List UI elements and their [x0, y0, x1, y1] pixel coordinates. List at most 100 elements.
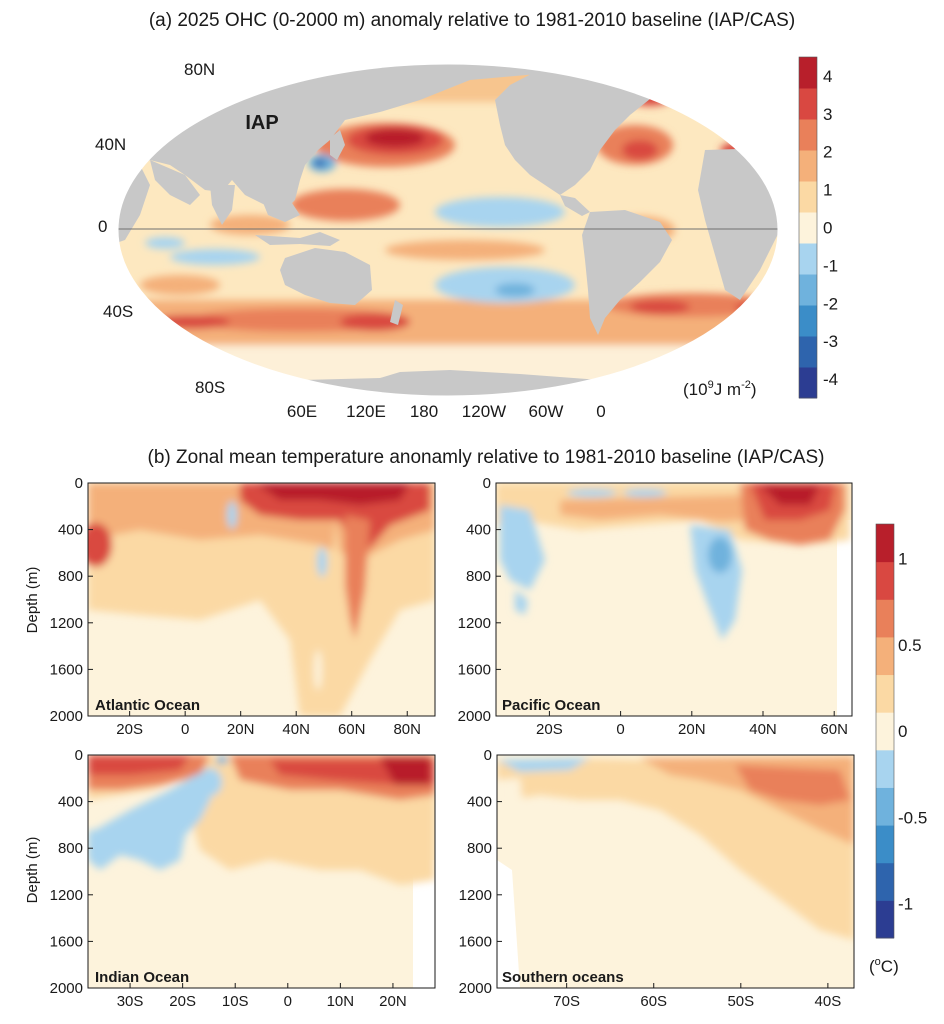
indian-frame: [87, 754, 436, 989]
y-tick-label: 1200: [458, 615, 491, 632]
y-tick-label: 1200: [459, 887, 492, 904]
colorbar-swatch: [876, 749, 894, 788]
x-tick-label: 20N: [227, 721, 255, 738]
southern-title: Southern oceans: [502, 969, 624, 986]
colorbar-swatch: [799, 367, 817, 399]
section-axes: 20S 0 20N 40N 60N 80N 0 400 800 1200 1600 2000 20S 0 2…: [50, 475, 848, 1010]
y-tick-label: 800: [467, 840, 492, 857]
indian-section: Indian Ocean: [87, 754, 436, 989]
x-tick-label: 60S: [640, 993, 667, 1010]
colorbar-swatch: [799, 243, 817, 275]
x-tick-label: 20S: [536, 721, 563, 738]
colorbar-tick-label: 1: [898, 550, 907, 569]
x-tick-label: 50S: [727, 993, 754, 1010]
y-tick-label: 400: [58, 794, 83, 811]
x-tick-label: 60N: [820, 721, 848, 738]
lon-label: 120W: [462, 402, 506, 421]
x-tick-label: 10N: [327, 993, 355, 1010]
colorbar-swatch: [876, 674, 894, 713]
map-lon-labels: 60E 120E 180 120W 60W 0: [287, 402, 606, 421]
indian-ylabel: Depth (m): [24, 837, 41, 904]
panel-b-title: (b) Zonal mean temperature anonamly rela…: [148, 447, 825, 468]
x-tick-label: 70S: [553, 993, 580, 1010]
southern-frame: [496, 754, 855, 989]
colorbar-swatch: [876, 900, 894, 939]
x-tick-label: 20N: [379, 993, 407, 1010]
y-tick-label: 800: [58, 840, 83, 857]
colorbar-tick-label: 0: [898, 722, 907, 741]
x-tick-label: 60N: [338, 721, 366, 738]
colorbar-swatch: [876, 636, 894, 676]
colorbar-tick-label: 0.5: [898, 636, 922, 655]
colorbar-swatch: [799, 305, 817, 337]
colorbar-tick-label: 2: [823, 143, 832, 162]
y-tick-label: 2000: [50, 708, 83, 725]
map-lat-labels: 80N 40N 0 40S 80S: [95, 60, 225, 397]
x-tick-label: 40S: [815, 993, 842, 1010]
indian-field: [88, 755, 435, 885]
y-tick-label: 800: [466, 568, 491, 585]
x-tick-label: 30S: [117, 993, 144, 1010]
lat-label: 80N: [184, 60, 215, 79]
colorbar-swatch: [876, 862, 894, 901]
y-tick-label: 0: [484, 747, 492, 764]
colorbar-swatch: [799, 336, 817, 368]
colorbar-swatch: [876, 561, 894, 600]
y-tick-label: 1200: [50, 887, 83, 904]
x-tick-label: 0: [181, 721, 189, 738]
y-tick-label: 1600: [50, 661, 83, 678]
lon-label: 0: [596, 402, 605, 421]
panel-a-title: (a) 2025 OHC (0-2000 m) anomaly relative…: [149, 10, 795, 31]
colorbar-swatch: [799, 181, 817, 213]
colorbar-tick-label: -4: [823, 370, 838, 389]
lon-label: 60E: [287, 402, 317, 421]
atlantic-ylabel: Depth (m): [24, 567, 41, 634]
indian-title: Indian Ocean: [95, 969, 189, 986]
y-tick-label: 400: [58, 522, 83, 539]
colorbar-tick-label: -3: [823, 332, 838, 351]
y-tick-label: 400: [466, 522, 491, 539]
lat-label: 80S: [195, 378, 225, 397]
colorbar-swatch: [876, 599, 894, 638]
lon-label: 120E: [346, 402, 386, 421]
colorbar-swatch: [799, 119, 817, 151]
x-tick-label: 40N: [749, 721, 777, 738]
colorbar-swatch: [876, 524, 894, 563]
colorbar-tick-label: -0.5: [898, 808, 927, 827]
x-tick-label: 20S: [169, 993, 196, 1010]
y-tick-label: 1600: [459, 933, 492, 950]
y-tick-label: 2000: [50, 980, 83, 997]
ohc-map: IAP: [117, 63, 779, 397]
map-colorbar-ticks: 4 3 2 1 0 -1 -2 -3 -4: [823, 67, 838, 389]
y-tick-label: 400: [467, 794, 492, 811]
y-tick-label: 2000: [459, 980, 492, 997]
colorbar-tick-label: -1: [823, 256, 838, 275]
colorbar-tick-label: -2: [823, 294, 838, 313]
x-tick-label: 20S: [116, 721, 143, 738]
colorbar-swatch: [799, 274, 817, 306]
colorbar-swatch: [876, 825, 894, 864]
colorbar-frame: [798, 56, 818, 399]
map-colorbar: [798, 56, 818, 399]
y-tick-label: 1600: [458, 661, 491, 678]
colorbar-tick-label: 4: [823, 67, 832, 86]
southern-field: [497, 756, 854, 940]
pacific-section: Pacific Ocean: [495, 482, 853, 717]
y-tick-label: 1200: [50, 615, 83, 632]
colorbar-swatch: [876, 712, 894, 751]
colorbar-tick-label: -1: [898, 895, 913, 914]
map-unit-label: (109J m-2): [683, 379, 757, 399]
pacific-field: [496, 483, 850, 640]
colorbar-tick-label: 3: [823, 105, 832, 124]
map-border: [117, 63, 779, 397]
colorbar-frame: [875, 523, 895, 939]
lat-label: 40S: [103, 302, 133, 321]
x-tick-label: 40N: [282, 721, 310, 738]
y-tick-label: 0: [75, 747, 83, 764]
lat-label: 0: [98, 217, 107, 236]
lat-label: 40N: [95, 135, 126, 154]
temp-colorbar: [875, 523, 895, 939]
colorbar-swatch: [799, 212, 817, 244]
atlantic-frame: [87, 482, 436, 717]
